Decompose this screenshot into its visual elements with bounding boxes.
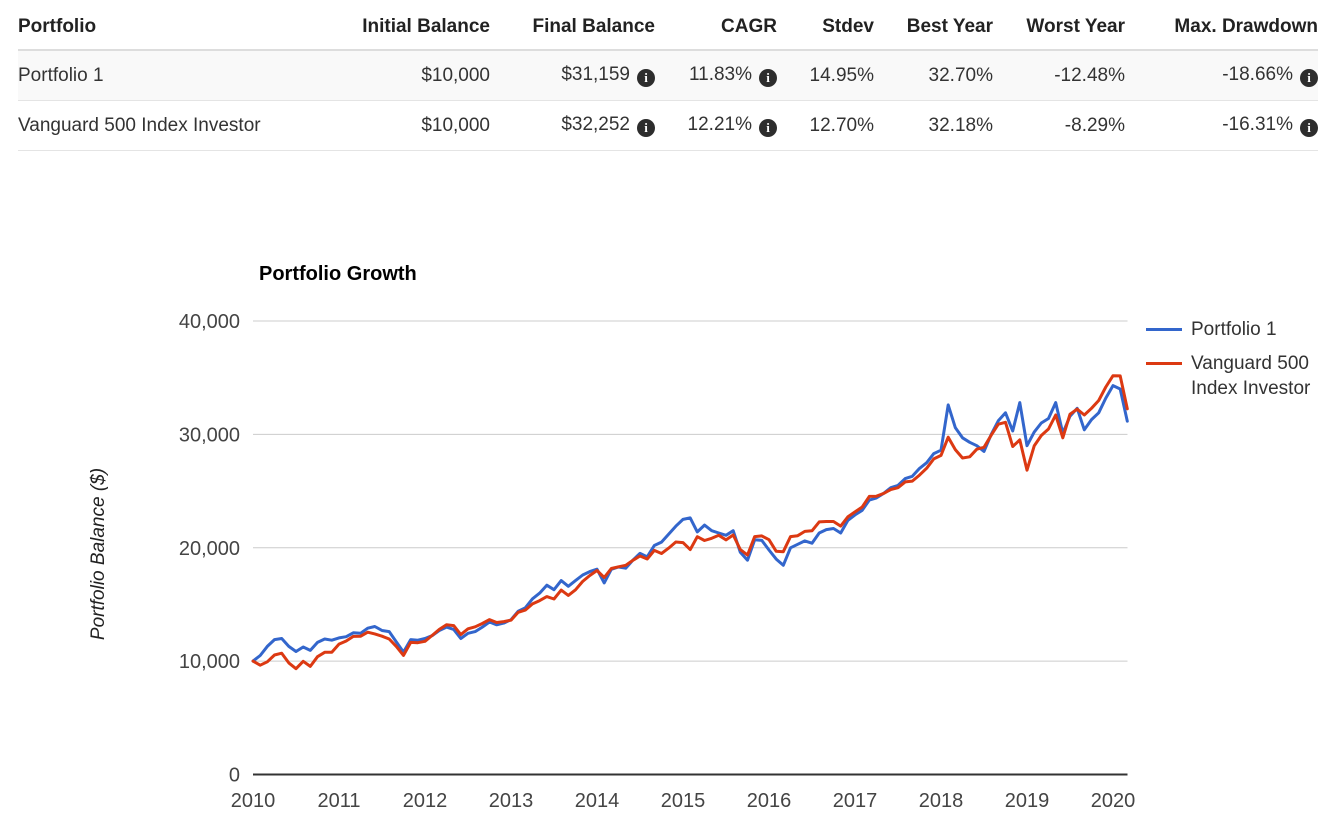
stdev-value: 14.95% [777, 50, 874, 101]
table-row-portfolio-1: Portfolio 1 $10,000 $31,159 i 11.83% i 14.… [18, 50, 1318, 101]
column-header-worst-year: Worst Year [993, 6, 1125, 51]
vanguard-500-line[interactable] [251, 374, 1129, 671]
x-tick-label: 2014 [575, 790, 620, 812]
cagr-value: 11.83% [688, 64, 752, 85]
info-icon[interactable]: i [637, 69, 655, 87]
info-icon[interactable]: i [759, 119, 777, 137]
worst-year-value: -8.29% [993, 100, 1125, 151]
portfolio-name: Portfolio 1 [18, 50, 348, 101]
table-row-vanguard-500: Vanguard 500 Index Investor $10,000 $32,… [18, 100, 1318, 151]
portfolio-1-line[interactable] [251, 384, 1129, 663]
final-balance-cell: $31,159 i [490, 50, 655, 101]
x-tick-label: 2016 [747, 790, 792, 812]
column-header-max-drawdown: Max. Drawdown [1125, 6, 1318, 51]
final-balance-value: $32,252 [561, 114, 630, 135]
table-header-row: Portfolio Initial Balance Final Balance … [18, 6, 1318, 51]
x-tick-label: 2012 [403, 790, 448, 812]
column-header-cagr: CAGR [655, 6, 777, 51]
initial-balance-value: $10,000 [348, 50, 490, 101]
x-tick-label: 2020 [1091, 790, 1136, 812]
stdev-value: 12.70% [777, 100, 874, 151]
vanguard-500-swatch [1146, 362, 1182, 365]
info-icon[interactable]: i [759, 69, 777, 87]
column-header-portfolio: Portfolio [18, 6, 348, 51]
y-tick-label: 30,000 [179, 424, 240, 446]
y-tick-label: 10,000 [179, 651, 240, 673]
portfolio-1-swatch [1146, 328, 1182, 331]
x-tick-label: 2015 [661, 790, 706, 812]
cagr-cell: 11.83% i [655, 50, 777, 101]
y-tick-label: 0 [229, 765, 240, 787]
best-year-value: 32.70% [874, 50, 993, 101]
info-icon[interactable]: i [1300, 119, 1318, 137]
cagr-cell: 12.21% i [655, 100, 777, 151]
final-balance-cell: $32,252 i [490, 100, 655, 151]
x-tick-label: 2018 [919, 790, 964, 812]
chart-title: Portfolio Growth [259, 263, 417, 285]
max-drawdown-cell: -18.66% i [1125, 50, 1318, 101]
initial-balance-value: $10,000 [348, 100, 490, 151]
max-drawdown-value: -18.66% [1222, 64, 1293, 85]
legend-label: Vanguard 500 Index Investor [1191, 353, 1311, 399]
cagr-value: 12.21% [687, 114, 752, 135]
x-tick-label: 2013 [489, 790, 534, 812]
info-icon[interactable]: i [637, 119, 655, 137]
info-icon[interactable]: i [1300, 69, 1318, 87]
x-tick-label: 2011 [317, 790, 360, 812]
portfolio-name: Vanguard 500 Index Investor [18, 100, 348, 151]
legend-item-portfolio-1: Portfolio 1 [1146, 317, 1331, 342]
y-tick-label: 20,000 [179, 538, 240, 560]
x-tick-label: 2010 [231, 790, 276, 812]
legend-item-vanguard-500: Vanguard 500 Index Investor [1146, 351, 1331, 401]
y-tick-label: 40,000 [179, 311, 240, 333]
x-tick-label: 2017 [833, 790, 878, 812]
chart-legend: Portfolio 1 Vanguard 500 Index Investor [1146, 317, 1331, 410]
x-tick-label: 2019 [1005, 790, 1050, 812]
legend-label: Portfolio 1 [1191, 319, 1277, 340]
performance-summary-table: Portfolio Initial Balance Final Balance … [18, 6, 1318, 151]
column-header-initial-balance: Initial Balance [348, 6, 490, 51]
max-drawdown-value: -16.31% [1222, 114, 1293, 135]
worst-year-value: -12.48% [993, 50, 1125, 101]
final-balance-value: $31,159 [561, 64, 630, 85]
best-year-value: 32.18% [874, 100, 993, 151]
max-drawdown-cell: -16.31% i [1125, 100, 1318, 151]
column-header-stdev: Stdev [777, 6, 874, 51]
column-header-best-year: Best Year [874, 6, 993, 51]
column-header-final-balance: Final Balance [490, 6, 655, 51]
